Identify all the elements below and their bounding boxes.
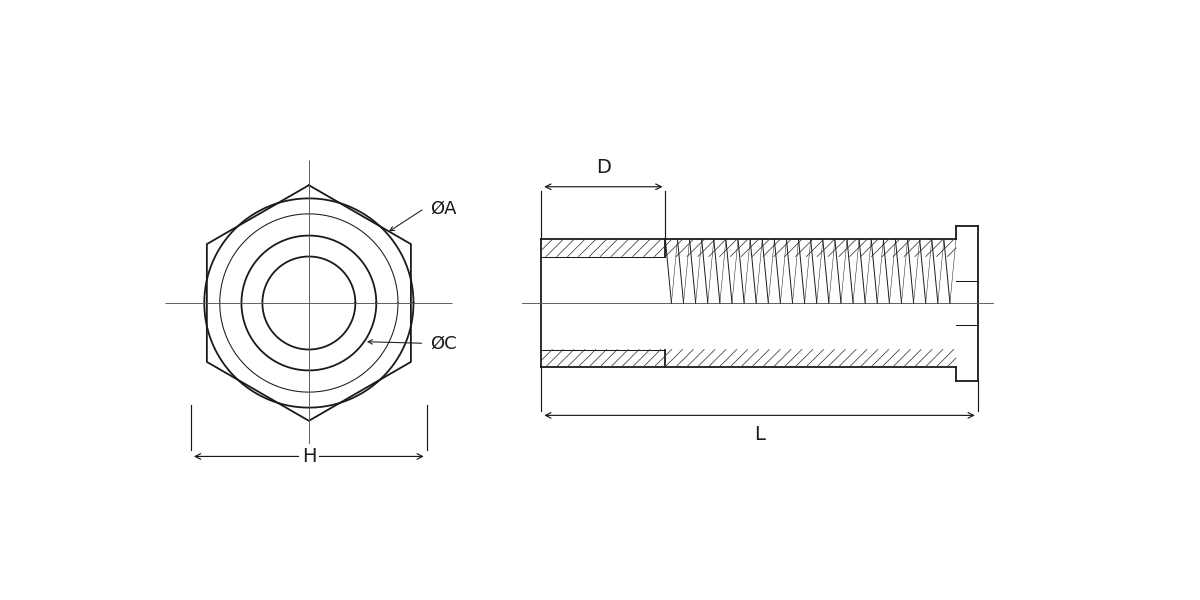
Text: H: H <box>301 447 316 466</box>
Text: ØC: ØC <box>431 334 457 352</box>
Text: D: D <box>596 158 611 177</box>
Text: L: L <box>754 425 764 444</box>
Text: ØA: ØA <box>431 199 457 217</box>
